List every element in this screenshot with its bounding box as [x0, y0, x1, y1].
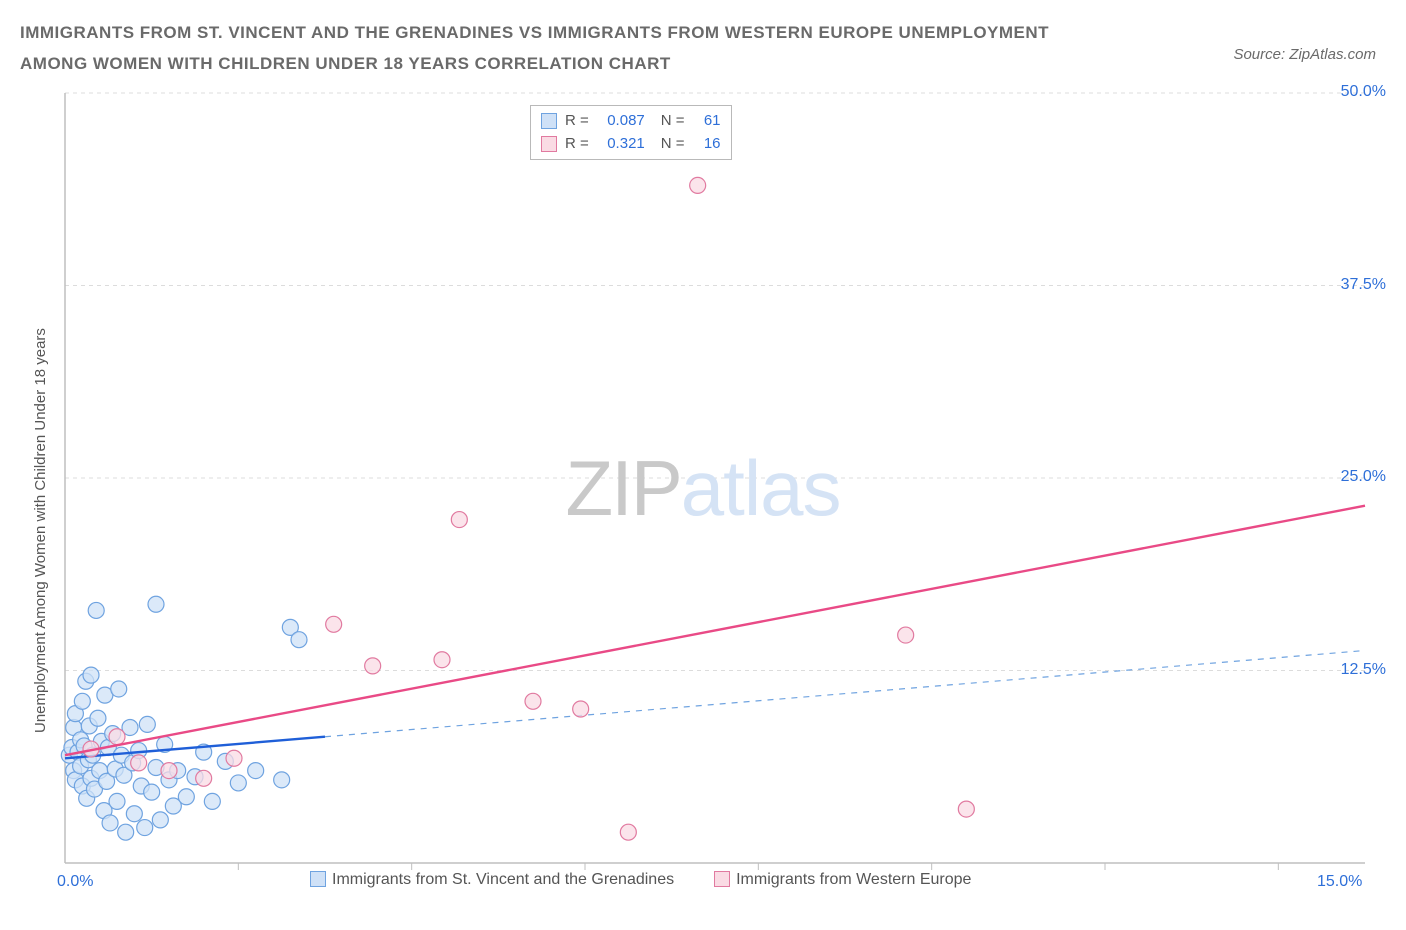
legend-swatch — [310, 871, 326, 887]
x-tick-label: 15.0% — [1317, 873, 1362, 891]
legend-swatch — [541, 136, 557, 152]
series-legend-item: Immigrants from St. Vincent and the Gren… — [310, 871, 674, 889]
legend-r-label: R = — [565, 133, 589, 156]
y-tick-label: 12.5% — [1341, 661, 1386, 679]
legend-n-value: 61 — [693, 110, 721, 133]
legend-n-label: N = — [661, 133, 685, 156]
chart-area: ZIPatlas Unemployment Among Women with C… — [10, 83, 1396, 903]
scatter-plot — [10, 83, 1395, 903]
legend-r-value: 0.321 — [597, 133, 645, 156]
legend-r-label: R = — [565, 110, 589, 133]
chart-header: IMMIGRANTS FROM ST. VINCENT AND THE GREN… — [10, 10, 1396, 83]
chart-source: Source: ZipAtlas.com — [1233, 18, 1376, 63]
legend-n-label: N = — [661, 110, 685, 133]
series-legend: Immigrants from St. Vincent and the Gren… — [310, 871, 971, 889]
stats-legend-row: R = 0.087 N = 61 — [541, 110, 721, 133]
y-axis-label: Unemployment Among Women with Children U… — [32, 328, 49, 733]
x-tick-label: 0.0% — [57, 873, 93, 891]
stats-legend: R = 0.087 N = 61 R = 0.321 N = 16 — [530, 105, 732, 160]
y-tick-label: 37.5% — [1341, 276, 1386, 294]
legend-r-value: 0.087 — [597, 110, 645, 133]
y-tick-label: 25.0% — [1341, 468, 1386, 486]
stats-legend-row: R = 0.321 N = 16 — [541, 133, 721, 156]
legend-swatch — [541, 113, 557, 129]
chart-title: IMMIGRANTS FROM ST. VINCENT AND THE GREN… — [20, 18, 1120, 79]
legend-n-value: 16 — [693, 133, 721, 156]
legend-swatch — [714, 871, 730, 887]
y-tick-label: 50.0% — [1341, 83, 1386, 101]
series-legend-item: Immigrants from Western Europe — [714, 871, 971, 889]
